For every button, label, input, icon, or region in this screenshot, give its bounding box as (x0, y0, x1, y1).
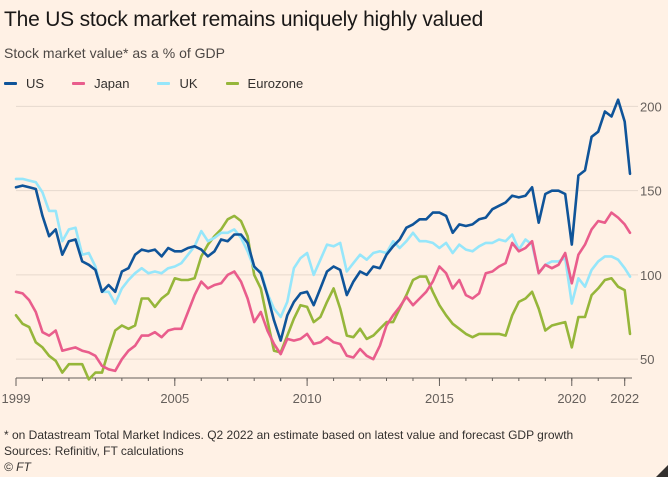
y-tick-label: 100 (640, 268, 662, 283)
legend-label-uk: UK (179, 76, 198, 91)
legend-item-eurozone: Eurozone (225, 76, 304, 91)
legend-item-uk: UK (157, 76, 198, 91)
series-line-us (14, 98, 632, 342)
series-line-eurozone (14, 214, 632, 381)
legend-swatch-uk (157, 82, 171, 85)
legend-item-japan: Japan (72, 76, 129, 91)
legend-label-japan: Japan (94, 76, 130, 91)
ft-credit: © FT (4, 460, 31, 474)
legend-swatch-eurozone (225, 82, 239, 85)
source-note: Sources: Refinitiv, FT calculations (4, 444, 184, 458)
chart-subtitle: Stock market value* as a % of GDP (4, 45, 225, 61)
legend-label-us: US (26, 76, 45, 91)
chart-title: The US stock market remains uniquely hig… (4, 8, 484, 31)
legend: US Japan UK Eurozone (4, 76, 331, 91)
y-tick-label: 50 (640, 352, 654, 367)
x-tick-label: 2015 (425, 391, 454, 406)
x-tick-label: 2020 (557, 391, 586, 406)
y-tick-label: 200 (640, 99, 662, 114)
series-line-uk (14, 177, 632, 319)
legend-swatch-japan (72, 82, 86, 85)
x-tick-label: 2005 (160, 391, 189, 406)
footnote: * on Datastream Total Market Indices. Q2… (4, 428, 574, 442)
series-line-japan (14, 211, 632, 373)
x-tick-label: 1999 (2, 391, 31, 406)
y-tick-label: 150 (640, 184, 662, 199)
legend-swatch-us (4, 82, 17, 85)
legend-label-eurozone: Eurozone (247, 76, 304, 91)
legend-item-us: US (4, 76, 44, 91)
corner-mark (656, 465, 668, 477)
x-tick-label: 2010 (293, 391, 322, 406)
x-tick-label: 2022 (610, 391, 639, 406)
